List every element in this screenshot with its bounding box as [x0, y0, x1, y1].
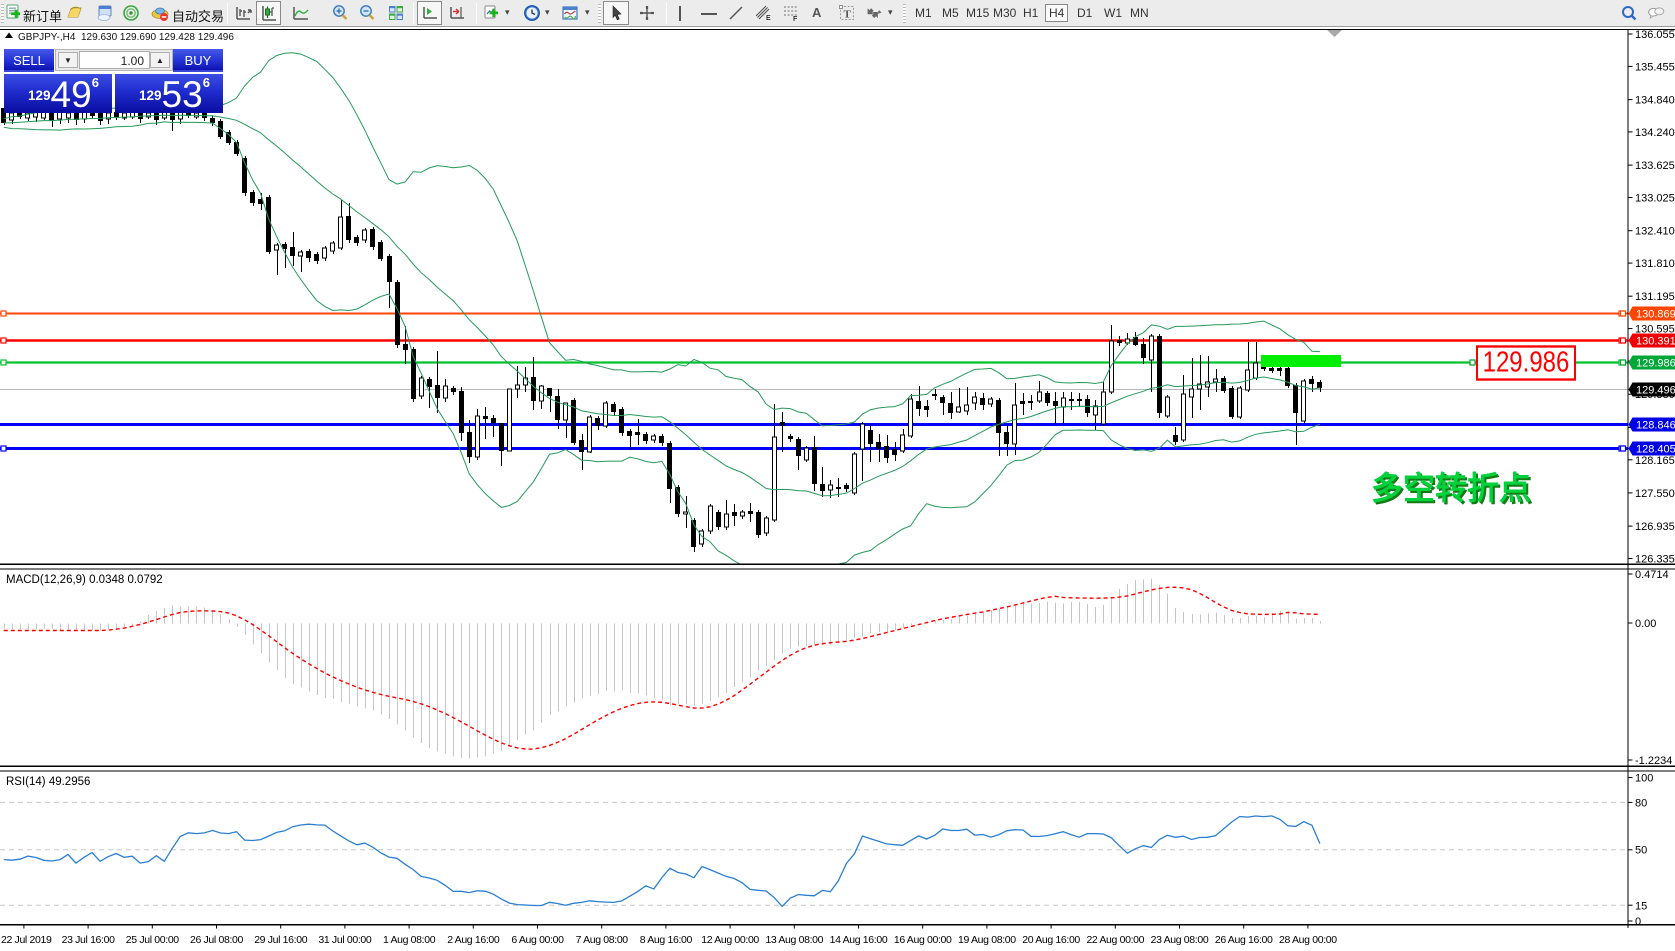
svg-text:129.986: 129.986: [1636, 358, 1675, 370]
svg-text:128.405: 128.405: [1636, 444, 1675, 456]
svg-text:31 Jul 00:00: 31 Jul 00:00: [318, 934, 372, 946]
svg-text:130.869: 130.869: [1636, 309, 1675, 321]
svg-text:29 Jul 16:00: 29 Jul 16:00: [254, 934, 308, 946]
svg-text:130.391: 130.391: [1636, 336, 1675, 348]
svg-text:E: E: [766, 15, 771, 22]
svg-text:16 Aug 00:00: 16 Aug 00:00: [894, 934, 952, 946]
svg-text:15: 15: [1635, 900, 1647, 912]
svg-text:GBPJPY-,H4 129.630 129.690 12: GBPJPY-,H4 129.630 129.690 129.428 129.4…: [18, 32, 234, 43]
svg-text:22 Aug 00:00: 22 Aug 00:00: [1086, 934, 1144, 946]
svg-text:128.846: 128.846: [1636, 420, 1675, 432]
svg-text:19 Aug 08:00: 19 Aug 08:00: [958, 934, 1016, 946]
svg-text:133.625: 133.625: [1635, 160, 1675, 172]
svg-text:131.810: 131.810: [1635, 258, 1675, 270]
svg-text:131.195: 131.195: [1635, 291, 1675, 303]
svg-text:128.165: 128.165: [1635, 455, 1675, 467]
svg-text:14 Aug 16:00: 14 Aug 16:00: [830, 934, 888, 946]
svg-text:80: 80: [1635, 797, 1647, 809]
svg-text:22 Jul 2019: 22 Jul 2019: [1, 934, 52, 946]
svg-text:0.4714: 0.4714: [1635, 569, 1669, 581]
svg-text:132.410: 132.410: [1635, 226, 1675, 238]
svg-text:100: 100: [1635, 773, 1653, 785]
svg-text:130.595: 130.595: [1635, 324, 1675, 336]
svg-text:133.025: 133.025: [1635, 193, 1675, 205]
svg-text:7 Aug 08:00: 7 Aug 08:00: [576, 934, 629, 946]
svg-text:2 Aug 16:00: 2 Aug 16:00: [447, 934, 500, 946]
svg-text:0: 0: [1635, 916, 1641, 928]
svg-text:23 Jul 16:00: 23 Jul 16:00: [62, 934, 116, 946]
svg-text:28 Aug 00:00: 28 Aug 00:00: [1279, 934, 1337, 946]
svg-text:127.550: 127.550: [1635, 488, 1675, 500]
svg-text:T: T: [844, 9, 852, 21]
svg-text:23 Aug 08:00: 23 Aug 08:00: [1151, 934, 1209, 946]
svg-text:1 Aug 08:00: 1 Aug 08:00: [383, 934, 436, 946]
svg-text:134.240: 134.240: [1635, 127, 1675, 139]
svg-text:26 Jul 08:00: 26 Jul 08:00: [190, 934, 244, 946]
svg-text:8 Aug 16:00: 8 Aug 16:00: [640, 934, 693, 946]
svg-text:126.935: 126.935: [1635, 521, 1675, 533]
svg-text:F: F: [793, 16, 798, 22]
svg-text:26 Aug 16:00: 26 Aug 16:00: [1215, 934, 1273, 946]
svg-text:50: 50: [1635, 845, 1647, 857]
svg-text:-1.2234: -1.2234: [1635, 755, 1672, 767]
svg-text:13 Aug 08:00: 13 Aug 08:00: [765, 934, 823, 946]
svg-text:MACD(12,26,9) 0.0348 0.0792: MACD(12,26,9) 0.0348 0.0792: [6, 574, 163, 586]
svg-text:RSI(14) 49.2956: RSI(14) 49.2956: [6, 776, 90, 788]
svg-text:135.455: 135.455: [1635, 61, 1675, 73]
svg-text:6 Aug 00:00: 6 Aug 00:00: [511, 934, 564, 946]
svg-text:25 Jul 00:00: 25 Jul 00:00: [126, 934, 180, 946]
svg-text:20 Aug 16:00: 20 Aug 16:00: [1022, 934, 1080, 946]
svg-text:129.496: 129.496: [1636, 385, 1675, 397]
svg-text:134.840: 134.840: [1635, 95, 1675, 107]
svg-text:136.055: 136.055: [1635, 29, 1675, 41]
svg-text:12 Aug 00:00: 12 Aug 00:00: [701, 934, 759, 946]
svg-text:126.335: 126.335: [1635, 554, 1675, 566]
svg-text:0.00: 0.00: [1635, 618, 1656, 630]
